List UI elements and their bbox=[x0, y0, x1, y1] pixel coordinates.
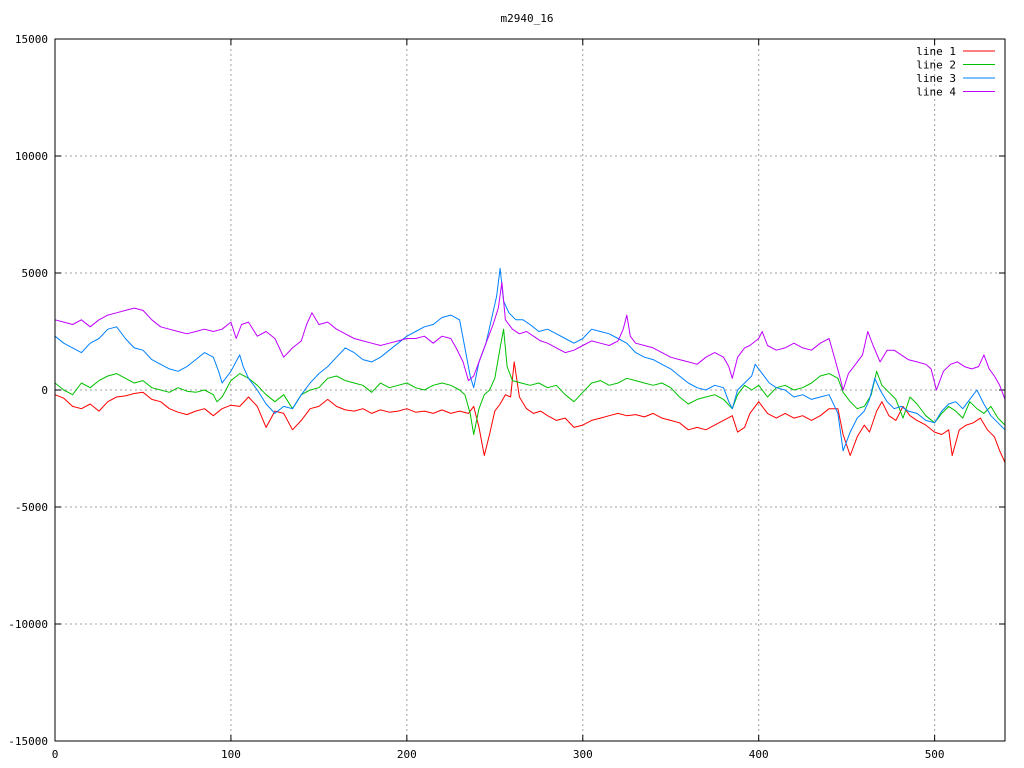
x-tick-label: 300 bbox=[573, 748, 593, 761]
axes: -15000 -10000 -5000 0 5000 10000 15000 0 100 200 3… bbox=[8, 33, 1005, 761]
y-tick-label: 0 bbox=[41, 384, 48, 397]
x-tick-label: 400 bbox=[749, 748, 769, 761]
y-tick-label: 10000 bbox=[15, 150, 48, 163]
x-tick-label: 500 bbox=[925, 748, 945, 761]
y-tick-label: 15000 bbox=[15, 33, 48, 46]
plot-frame bbox=[54, 38, 1006, 742]
legend-label-4: line 4 bbox=[916, 86, 956, 99]
y-tick-label: -5000 bbox=[15, 501, 48, 514]
y-tick-label: -15000 bbox=[8, 735, 48, 748]
grid-lines bbox=[55, 39, 1005, 741]
series-line-2 bbox=[54, 328, 1006, 435]
series-line-1 bbox=[54, 361, 1006, 463]
legend-label-2: line 2 bbox=[916, 59, 956, 72]
x-tick-label: 0 bbox=[52, 748, 59, 761]
series-lines bbox=[54, 267, 1006, 463]
x-tick-label: 200 bbox=[397, 748, 417, 761]
y-tick-label: 5000 bbox=[22, 267, 49, 280]
chart-title: m2940_16 bbox=[501, 12, 554, 25]
x-tick-label: 100 bbox=[221, 748, 241, 761]
series-line-3 bbox=[54, 267, 1006, 452]
legend-label-1: line 1 bbox=[916, 45, 956, 58]
series-line-4 bbox=[54, 281, 1006, 400]
legend-label-3: line 3 bbox=[916, 72, 956, 85]
y-tick-label: -10000 bbox=[8, 618, 48, 631]
